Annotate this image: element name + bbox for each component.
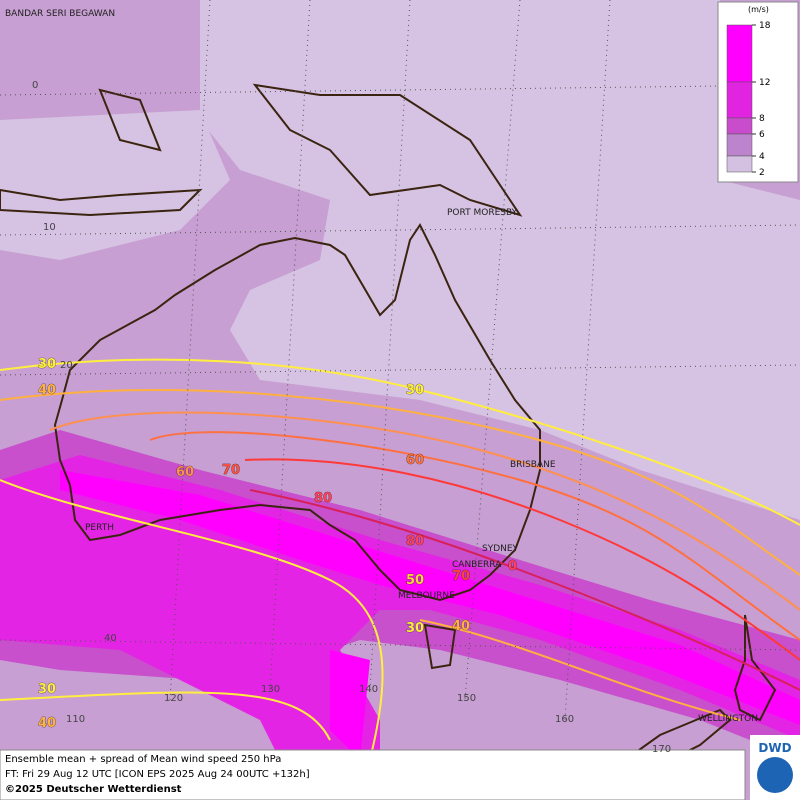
- legend-tick-label: 4: [759, 152, 765, 162]
- latitude-line: [0, 224, 800, 236]
- contour-label: 30: [38, 682, 56, 697]
- city-label: SYDNEY: [482, 544, 519, 554]
- longitude-label: 130: [261, 684, 280, 695]
- contour-30: [0, 479, 384, 801]
- longitude-line: [169, 0, 211, 701]
- latitude-label: 10: [43, 222, 56, 233]
- nz-north-coast: [733, 614, 777, 722]
- contour-label: 30: [406, 383, 424, 398]
- contour-label: 70: [452, 569, 470, 584]
- latitude-line: [0, 364, 800, 376]
- graticule: [0, 0, 800, 721]
- footer-box: [0, 749, 746, 801]
- sulawesi-coast: [98, 88, 162, 152]
- light-region: [0, 110, 230, 260]
- jet-region: [0, 455, 800, 800]
- legend-tick-label: 2: [759, 168, 765, 178]
- footer-line: ©2025 Deutscher Wetterdienst: [5, 784, 182, 795]
- latitude-line: [0, 84, 800, 96]
- contour-label: 30: [38, 357, 56, 372]
- legend-unit: (m/s): [748, 5, 769, 14]
- city-label: BANDAR SERI BEGAWAN: [5, 9, 115, 19]
- legend-tick-label: 6: [759, 130, 765, 140]
- city-label: MELBOURNE: [398, 591, 455, 601]
- longitude-label: 120: [164, 693, 183, 704]
- contour-label: 40: [38, 383, 56, 398]
- indonesia-coast: [0, 188, 203, 217]
- contour-label: 50: [406, 573, 424, 588]
- legend-tick-label: 12: [759, 78, 770, 88]
- city-label: BRISBANE: [510, 460, 556, 470]
- city-label: WELLINGTON: [698, 714, 758, 724]
- longitude-label: 170: [652, 744, 671, 755]
- footer-line: Ensemble mean + spread of Mean wind spee…: [5, 754, 281, 765]
- legend-tick-label: 8: [759, 114, 765, 124]
- longitude-line: [464, 0, 521, 701]
- contour-label: 60: [406, 453, 424, 468]
- longitude-line: [564, 0, 611, 721]
- contour-40: [419, 619, 741, 721]
- legend-band: [726, 24, 753, 83]
- contour-label: 80: [314, 491, 332, 506]
- legend-band: [726, 81, 753, 119]
- city-label: PORT MORESBY: [447, 208, 518, 218]
- contour-30: [0, 691, 331, 741]
- latitude-line: [0, 639, 800, 651]
- contour-60: [149, 431, 800, 641]
- legend-band: [726, 117, 753, 135]
- tasmania-coast: [423, 623, 457, 670]
- contour-label: 80: [406, 534, 424, 549]
- city-label: PERTH: [85, 523, 114, 533]
- legend-band: [726, 133, 753, 157]
- longitude-label: 150: [457, 693, 476, 704]
- contour-label: 40: [452, 619, 470, 634]
- contour-label: 60: [176, 465, 194, 480]
- latitude-label: 20: [60, 360, 73, 371]
- australia-coast: [53, 223, 541, 602]
- legend-tick-label: 18: [759, 21, 771, 31]
- latitude-label: 40: [104, 633, 117, 644]
- footer-line: FT: Fri 29 Aug 12 UTC [ICON EPS 2025 Aug…: [5, 769, 310, 780]
- contour-70: [244, 458, 800, 661]
- legend-band: [726, 155, 753, 173]
- longitude-line: [269, 0, 311, 691]
- contour-50: [49, 411, 800, 611]
- contour-30: [0, 358, 800, 526]
- city-label: CANBERRA: [452, 560, 502, 570]
- new-guinea-coast: [252, 83, 523, 217]
- logo-text: DWD: [758, 741, 791, 755]
- longitude-line: [369, 0, 411, 691]
- contour-label: 30: [406, 621, 424, 636]
- longitude-label: 140: [359, 684, 378, 695]
- contour-80: [249, 489, 800, 691]
- longitude-label: 160: [555, 714, 574, 725]
- jet-core: [330, 650, 370, 760]
- contour-label: 40: [38, 716, 56, 731]
- latitude-label: 0: [32, 80, 38, 91]
- contour-label: 0: [508, 559, 517, 574]
- contour-label: 70: [222, 463, 240, 478]
- contour-40: [0, 389, 800, 576]
- longitude-label: 110: [66, 714, 85, 725]
- contours: [0, 358, 800, 801]
- logo-mark: [757, 757, 793, 793]
